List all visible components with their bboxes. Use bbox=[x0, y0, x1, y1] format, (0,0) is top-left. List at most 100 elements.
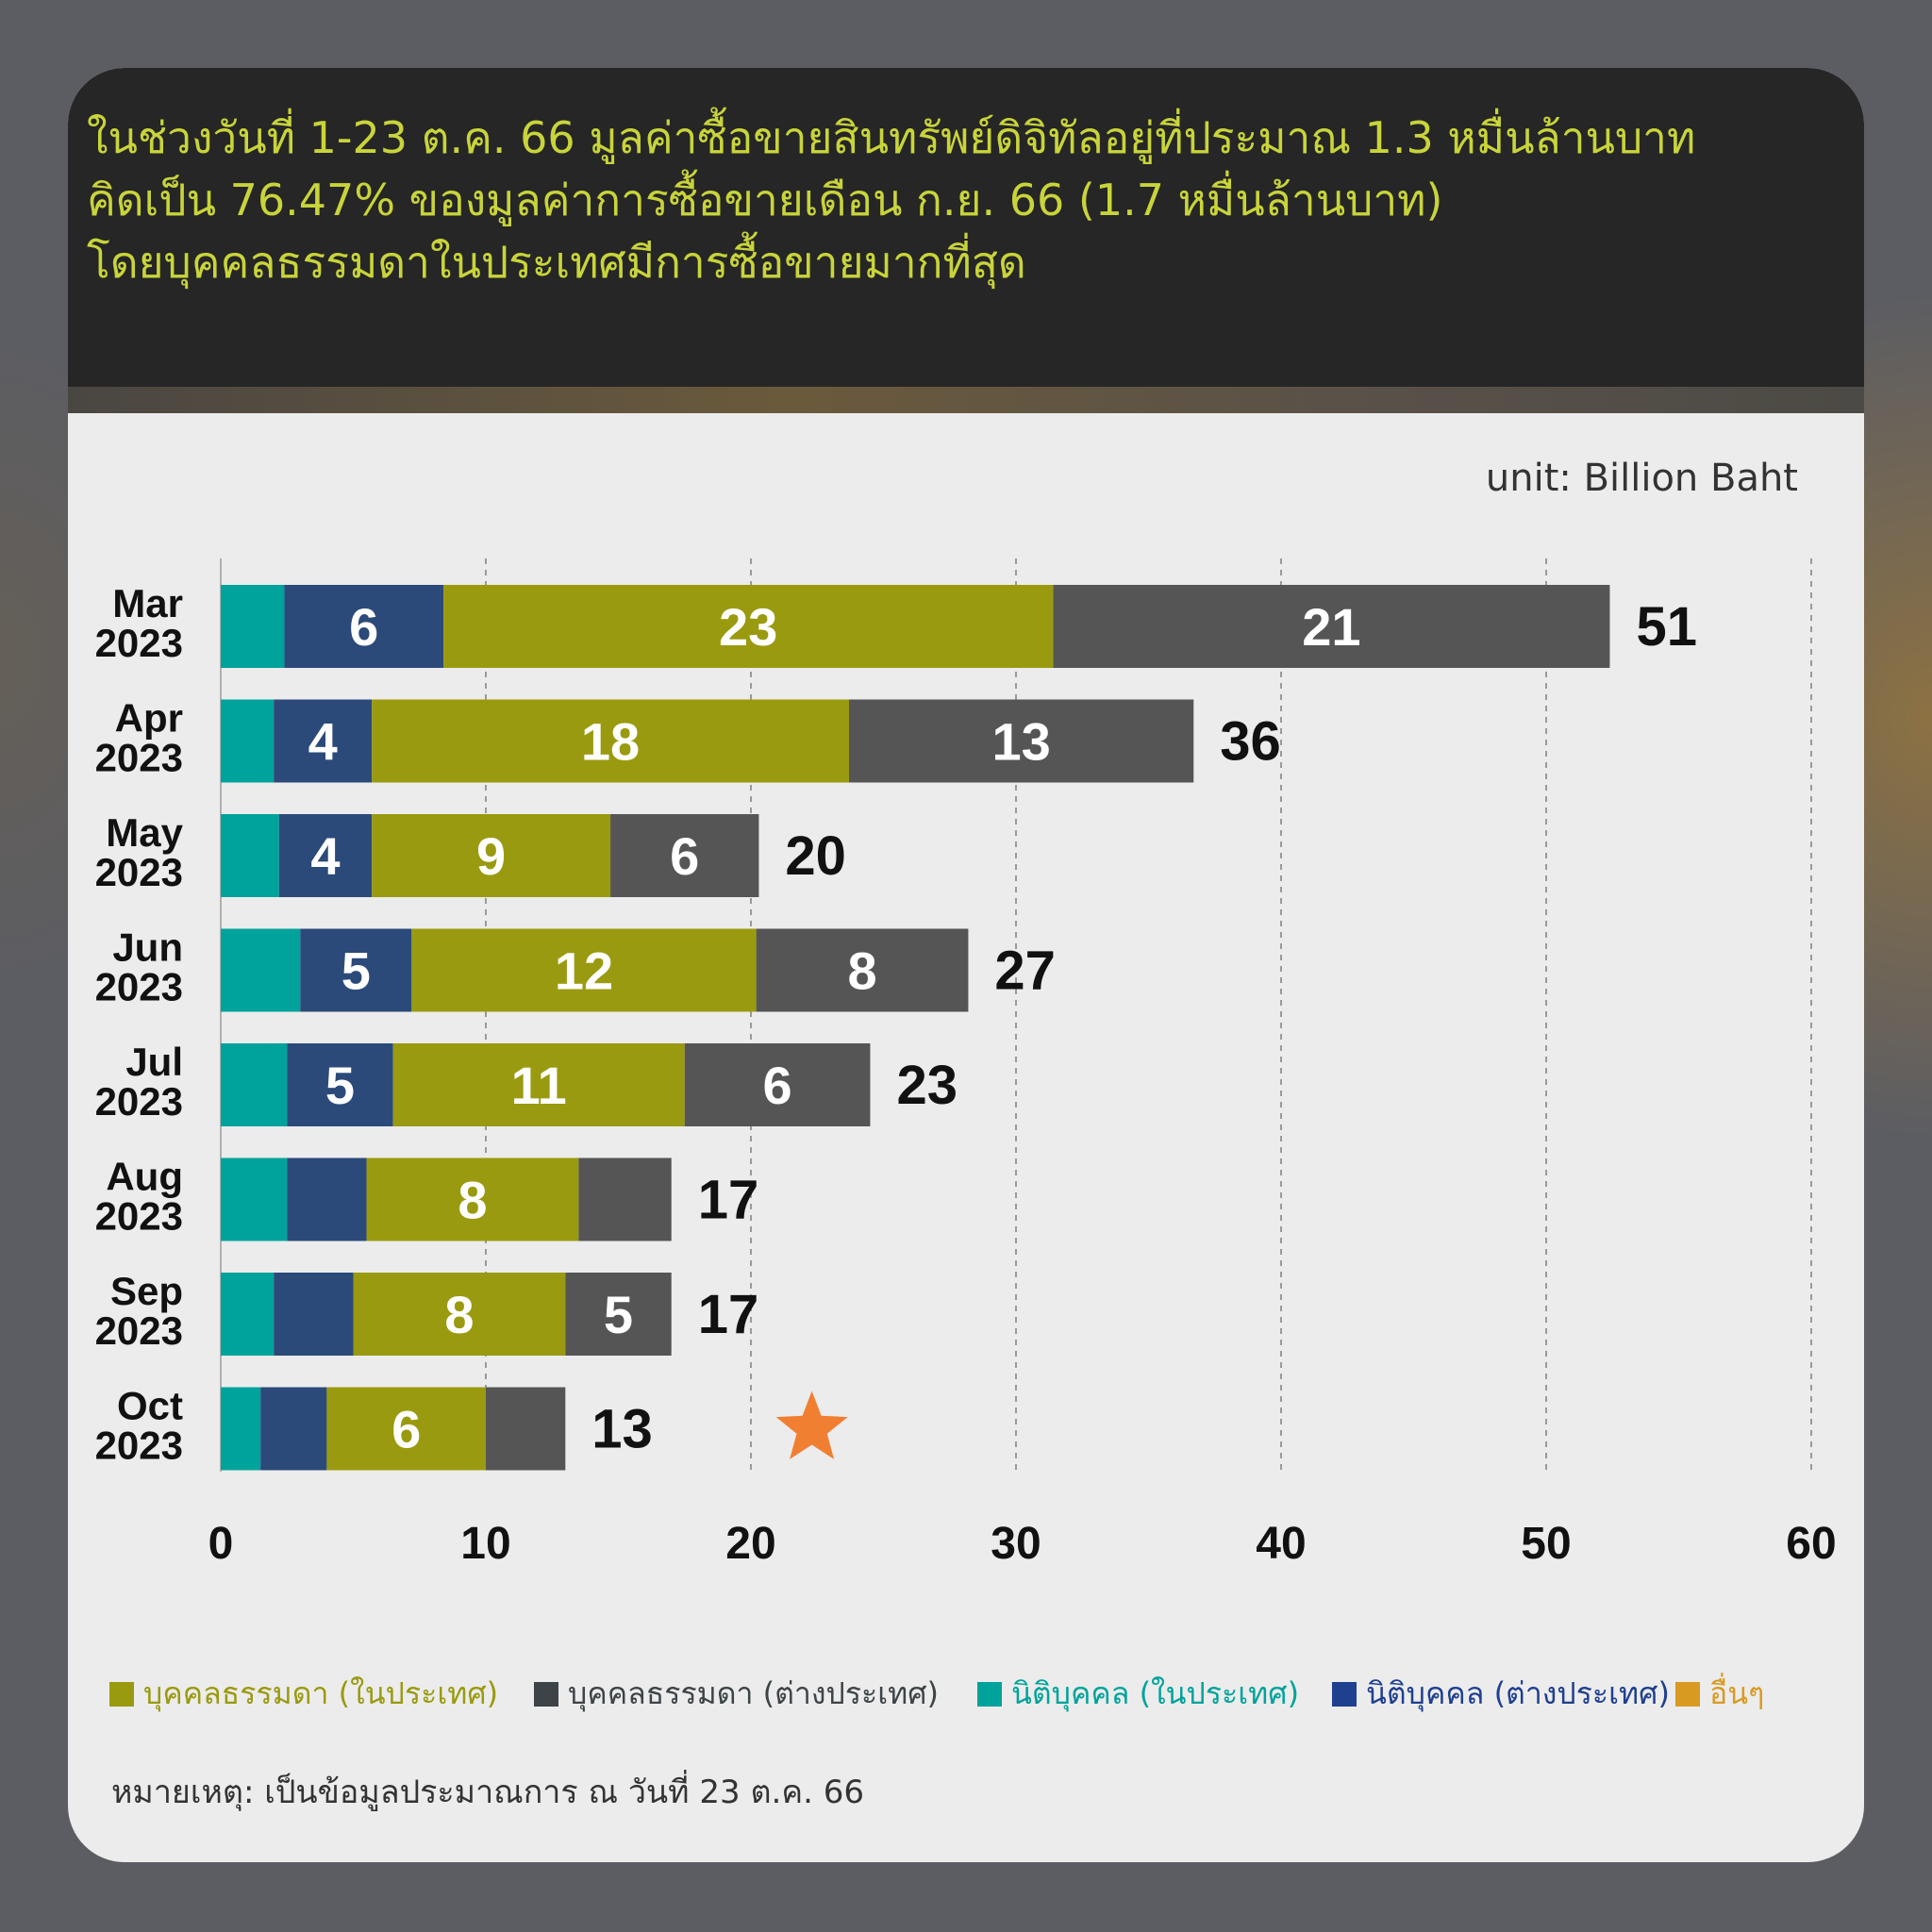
bar-segment bbox=[284, 585, 444, 668]
bar-segment bbox=[221, 1387, 261, 1471]
bar-segment bbox=[221, 928, 301, 1012]
segment-value-label: 5 bbox=[604, 1285, 633, 1344]
category-label-month: May bbox=[106, 810, 183, 855]
footnote: หมายเหตุ: เป็นข้อมูลประมาณการ ณ วันที่ 2… bbox=[111, 1774, 864, 1811]
bar-segment bbox=[221, 1043, 288, 1126]
total-value-label: 17 bbox=[698, 1284, 759, 1345]
segment-value-label: 11 bbox=[511, 1056, 567, 1115]
category-label-year: 2023 bbox=[95, 736, 183, 780]
category-label-month: Oct bbox=[117, 1384, 183, 1428]
segment-value-label: 4 bbox=[308, 712, 338, 772]
bar-segment bbox=[372, 814, 611, 897]
segment-value-label: 5 bbox=[341, 941, 371, 1001]
category-label-month: Mar bbox=[112, 581, 183, 625]
bar-segment bbox=[443, 585, 1054, 668]
segment-value-label: 8 bbox=[444, 1285, 474, 1344]
category-label-year: 2023 bbox=[95, 850, 183, 894]
legend-label: นิติบุคคล (ในประเทศ) bbox=[1011, 1675, 1300, 1711]
bar-segment bbox=[300, 928, 412, 1012]
headline-line-3: โดยบุคคลธรรมดาในประเทศมีการซื้อขายมากที่… bbox=[87, 237, 1026, 288]
category-label-year: 2023 bbox=[95, 621, 183, 665]
category-label-month: Sep bbox=[110, 1269, 183, 1313]
bar-segment bbox=[366, 1158, 579, 1241]
segment-value-label: 5 bbox=[325, 1056, 355, 1115]
legend-label: บุคคลธรรมดา (ต่างประเทศ) bbox=[568, 1675, 940, 1711]
bar-segment bbox=[278, 814, 373, 897]
bar-segment bbox=[353, 1273, 566, 1356]
segment-value-label: 13 bbox=[991, 712, 1050, 772]
bar-segment bbox=[287, 1158, 367, 1241]
category-label-year: 2023 bbox=[95, 1194, 183, 1239]
category-label-month: Jun bbox=[112, 925, 183, 970]
legend-label: อื่นๆ bbox=[1709, 1675, 1765, 1711]
bar-segment bbox=[287, 1043, 393, 1126]
bar-segment bbox=[756, 928, 969, 1012]
bar-segment bbox=[221, 699, 275, 783]
legend-swatch bbox=[109, 1681, 134, 1707]
segment-value-label: 23 bbox=[719, 597, 777, 657]
legend-item-individual-domestic: บุคคลธรรมดา (ในประเทศ) bbox=[109, 1670, 498, 1718]
category-label-year: 2023 bbox=[95, 965, 183, 1009]
category-label-year: 2023 bbox=[95, 1079, 183, 1124]
bar-segment bbox=[274, 699, 373, 783]
total-value-label: 51 bbox=[1636, 596, 1697, 658]
segment-value-label: 6 bbox=[763, 1056, 792, 1115]
bar-segment bbox=[610, 814, 759, 897]
x-tick-label: 0 bbox=[208, 1519, 234, 1569]
bar-segment bbox=[411, 928, 757, 1012]
x-tick-label: 30 bbox=[991, 1519, 1041, 1569]
segment-value-label: 6 bbox=[349, 597, 378, 657]
segment-value-label: 18 bbox=[581, 712, 640, 772]
legend-label: บุคคลธรรมดา (ในประเทศ) bbox=[143, 1675, 499, 1711]
x-tick-label: 40 bbox=[1256, 1519, 1306, 1569]
total-value-label: 13 bbox=[591, 1399, 653, 1460]
segment-value-label: 4 bbox=[310, 826, 340, 886]
bar-segment bbox=[1053, 585, 1610, 668]
segment-value-label: 6 bbox=[670, 826, 699, 886]
bar-segment bbox=[221, 814, 279, 897]
x-tick-label: 20 bbox=[725, 1519, 775, 1569]
total-value-label: 23 bbox=[896, 1055, 958, 1116]
bar-segment bbox=[260, 1387, 327, 1471]
bar-segment bbox=[578, 1158, 672, 1241]
total-value-label: 20 bbox=[785, 825, 846, 887]
category-label-month: Jul bbox=[125, 1040, 183, 1084]
category-label-month: Apr bbox=[115, 696, 183, 741]
headline-line-1: ในช่วงวันที่ 1-23 ต.ค. 66 มูลค่าซื้อขายส… bbox=[87, 112, 1696, 163]
legend-swatch bbox=[1332, 1681, 1357, 1707]
x-tick-label: 10 bbox=[460, 1519, 510, 1569]
bar-segment bbox=[372, 699, 849, 783]
bar-segment bbox=[221, 1273, 275, 1356]
legend-item-individual-foreign: บุคคลธรรมดา (ต่างประเทศ) bbox=[534, 1670, 939, 1718]
bar-segment bbox=[486, 1387, 566, 1471]
x-tick-label: 60 bbox=[1786, 1519, 1836, 1569]
star-marker bbox=[775, 1391, 848, 1459]
segment-value-label: 6 bbox=[391, 1400, 421, 1459]
legend-item-others: อื่นๆ bbox=[1675, 1670, 1764, 1718]
headline-banner: ในช่วงวันที่ 1-23 ต.ค. 66 มูลค่าซื้อขายส… bbox=[68, 68, 1864, 387]
bar-segment bbox=[392, 1043, 685, 1126]
legend-swatch bbox=[534, 1681, 558, 1707]
bar-segment bbox=[848, 699, 1194, 783]
total-value-label: 27 bbox=[994, 941, 1056, 1002]
category-label-year: 2023 bbox=[95, 1308, 183, 1353]
bar-segment bbox=[684, 1043, 871, 1126]
legend-label: นิติบุคคล (ต่างประเทศ) bbox=[1366, 1675, 1670, 1711]
segment-value-label: 8 bbox=[458, 1171, 487, 1230]
decorative-band bbox=[68, 387, 1864, 413]
segment-value-label: 9 bbox=[476, 826, 506, 886]
category-label-month: Aug bbox=[106, 1155, 183, 1199]
bar-segment bbox=[326, 1387, 486, 1471]
legend-swatch bbox=[1675, 1681, 1700, 1707]
bar-segment bbox=[221, 585, 285, 668]
headline-line-2: คิดเป็น 76.47% ของมูลค่าการซื้อขายเดือน … bbox=[87, 175, 1443, 225]
segment-value-label: 21 bbox=[1302, 597, 1360, 657]
category-label-year: 2023 bbox=[95, 1424, 183, 1468]
total-value-label: 17 bbox=[698, 1170, 759, 1231]
legend-swatch bbox=[977, 1681, 1002, 1707]
legend-item-juristic-domestic: นิติบุคคล (ในประเทศ) bbox=[977, 1670, 1299, 1718]
unit-label: unit: Billion Baht bbox=[1485, 457, 1798, 500]
bar-segment bbox=[221, 1158, 288, 1241]
segment-value-label: 8 bbox=[847, 941, 876, 1001]
